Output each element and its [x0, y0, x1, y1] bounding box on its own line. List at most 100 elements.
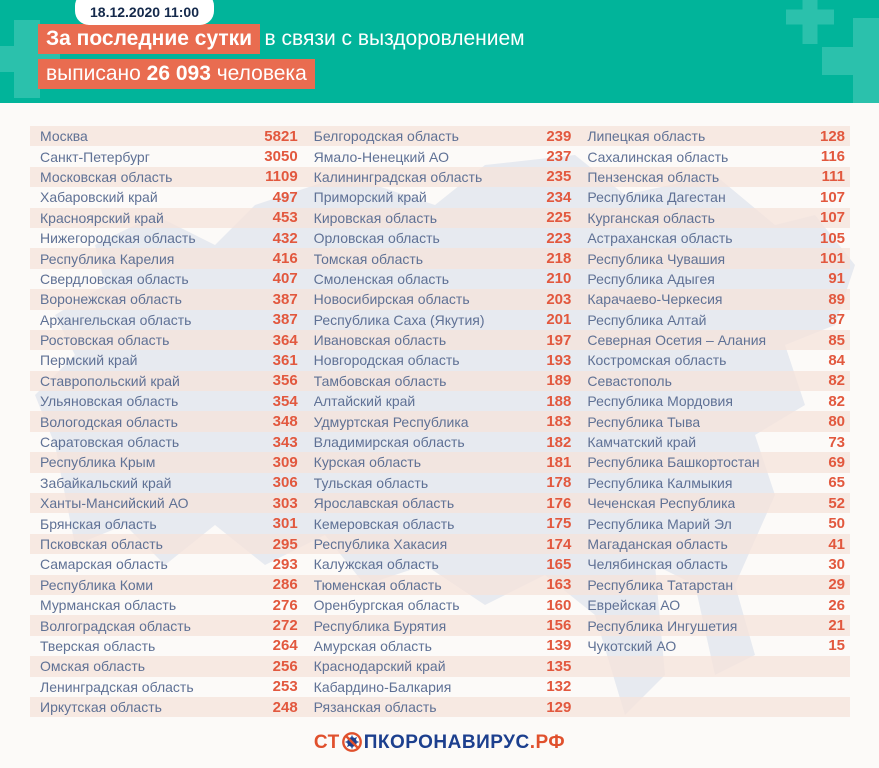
region-name: Саратовская область	[40, 434, 180, 451]
row-stripe	[30, 289, 850, 310]
logo-text-st: СТ	[313, 731, 340, 753]
region-value: 176	[546, 494, 572, 512]
region-value: 253	[272, 678, 298, 696]
headline-line-2: выписано 26 093 человека	[38, 59, 525, 89]
hero-header: 18.12.2020 11:00 За последние сутки в св…	[0, 0, 879, 103]
region-name: Тверская область	[40, 637, 156, 654]
region-row: Республика Ингушетия 21	[587, 615, 845, 635]
region-name: Москва	[40, 128, 88, 145]
region-value: 356	[272, 372, 298, 390]
stopcoronavirus-logo: СТ ПКОРОНАВИРУС .РФ	[0, 731, 879, 753]
region-name: Пензенская область	[587, 168, 720, 185]
region-value: 387	[272, 311, 298, 329]
region-row: Республика Дагестан 107	[587, 187, 845, 207]
region-value: 181	[546, 453, 572, 471]
region-row: Еврейская АО 26	[587, 595, 845, 615]
region-row: Кемеровская область 175	[314, 513, 572, 533]
region-name: Новосибирская область	[313, 291, 470, 308]
region-value: 407	[272, 270, 298, 288]
row-stripe	[30, 370, 850, 392]
region-row: Иркутская область 248	[40, 697, 298, 717]
region-value: 193	[546, 351, 572, 369]
region-value: 139	[546, 637, 572, 655]
region-value: 178	[546, 474, 572, 492]
region-value: 21	[828, 617, 846, 635]
region-value: 497	[272, 188, 298, 206]
region-name: Амурская область	[313, 637, 432, 654]
region-value: 453	[272, 209, 298, 227]
region-name: Красноярский край	[40, 209, 164, 226]
region-name: Оренбургская область	[313, 597, 460, 614]
region-value: 225	[546, 209, 572, 227]
region-row: Республика Алтай 87	[587, 310, 845, 330]
row-stripe	[30, 696, 850, 718]
region-value: 189	[546, 372, 572, 390]
region-row: Орловская область 223	[314, 228, 572, 248]
region-value: 361	[272, 351, 298, 369]
headline-rest: в связи с выздоровлением	[264, 27, 525, 50]
region-name: Нижегородская область	[40, 230, 196, 247]
region-value: 234	[546, 188, 572, 206]
region-row: Волгоградская область 272	[40, 615, 298, 635]
region-value: 364	[272, 331, 298, 349]
region-row: Северная Осетия – Алания 85	[587, 330, 845, 350]
region-value: 129	[546, 698, 572, 716]
region-row: Липецкая область 128	[587, 126, 845, 146]
region-name: Чукотский АО	[587, 637, 677, 654]
region-row: Новосибирская область 203	[314, 289, 572, 309]
region-row: Магаданская область 41	[587, 534, 845, 554]
region-row: Нижегородская область 432	[40, 228, 298, 248]
region-row: Республика Татарстан 29	[587, 575, 845, 595]
region-value: 132	[546, 678, 572, 696]
region-row: Смоленская область 210	[314, 269, 572, 289]
region-value: 182	[546, 433, 572, 451]
region-name: Республика Чувашия	[587, 250, 726, 267]
row-stripe	[30, 248, 850, 269]
row-stripe	[30, 533, 850, 555]
region-name: Республика Карелия	[40, 250, 175, 267]
region-row: Калининградская область 235	[314, 167, 572, 187]
region-value: 135	[546, 657, 572, 675]
region-row: Томская область 218	[314, 248, 572, 268]
region-value: 82	[828, 372, 846, 390]
regions-table: Москва 5821 Санкт-Петербург 3050 Московская …	[40, 126, 845, 717]
regions-column-3: Липецкая область 128 Сахалинская область 11…	[587, 126, 845, 717]
region-value: 343	[272, 433, 298, 451]
region-name: Архангельская область	[40, 311, 192, 328]
region-row: Республика Чувашия 101	[587, 248, 845, 268]
region-value: 165	[546, 555, 572, 573]
region-name: Рязанская область	[313, 699, 437, 716]
region-value: 50	[828, 515, 846, 533]
region-name: Мурманская область	[40, 597, 177, 614]
region-row: Калужская область 165	[314, 554, 572, 574]
region-row: Ямало-Ненецкий АО 237	[314, 146, 572, 166]
region-value: 348	[272, 413, 298, 431]
row-stripe	[30, 493, 850, 514]
row-stripe	[30, 656, 850, 677]
regions-column-2: Белгородская область 239 Ямало-Ненецкий АО…	[314, 126, 572, 717]
logo-text-koronavirus: ПКОРОНАВИРУС	[363, 731, 530, 753]
row-stripe	[30, 574, 850, 595]
headline-line-1: За последние сутки в связи с выздоровлен…	[38, 24, 525, 54]
region-row: Краснодарский край 135	[314, 656, 572, 676]
region-value: 276	[272, 596, 298, 614]
discharged-count: 26 093	[146, 62, 211, 85]
region-row: Санкт-Петербург 3050	[40, 146, 298, 166]
region-name: Республика Калмыкия	[587, 474, 733, 491]
region-row: Оренбургская область 160	[314, 595, 572, 615]
region-row: Республика Саха (Якутия) 201	[314, 310, 572, 330]
region-value: 197	[546, 331, 572, 349]
region-row: Сахалинская область 116	[587, 146, 845, 166]
region-name: Новгородская область	[313, 352, 460, 369]
region-value: 105	[819, 229, 846, 247]
region-value: 293	[272, 555, 298, 573]
region-value: 264	[272, 637, 298, 655]
region-row: Ханты-Мансийский АО 303	[40, 493, 298, 513]
region-name: Севастополь	[587, 372, 672, 389]
region-value: 235	[546, 168, 572, 186]
region-name: Ленинградская область	[40, 678, 194, 695]
headline: За последние сутки в связи с выздоровлен…	[38, 24, 525, 89]
region-name: Республика Коми	[40, 576, 154, 593]
region-row: Чеченская Республика 52	[587, 493, 845, 513]
region-row: Красноярский край 453	[40, 208, 298, 228]
